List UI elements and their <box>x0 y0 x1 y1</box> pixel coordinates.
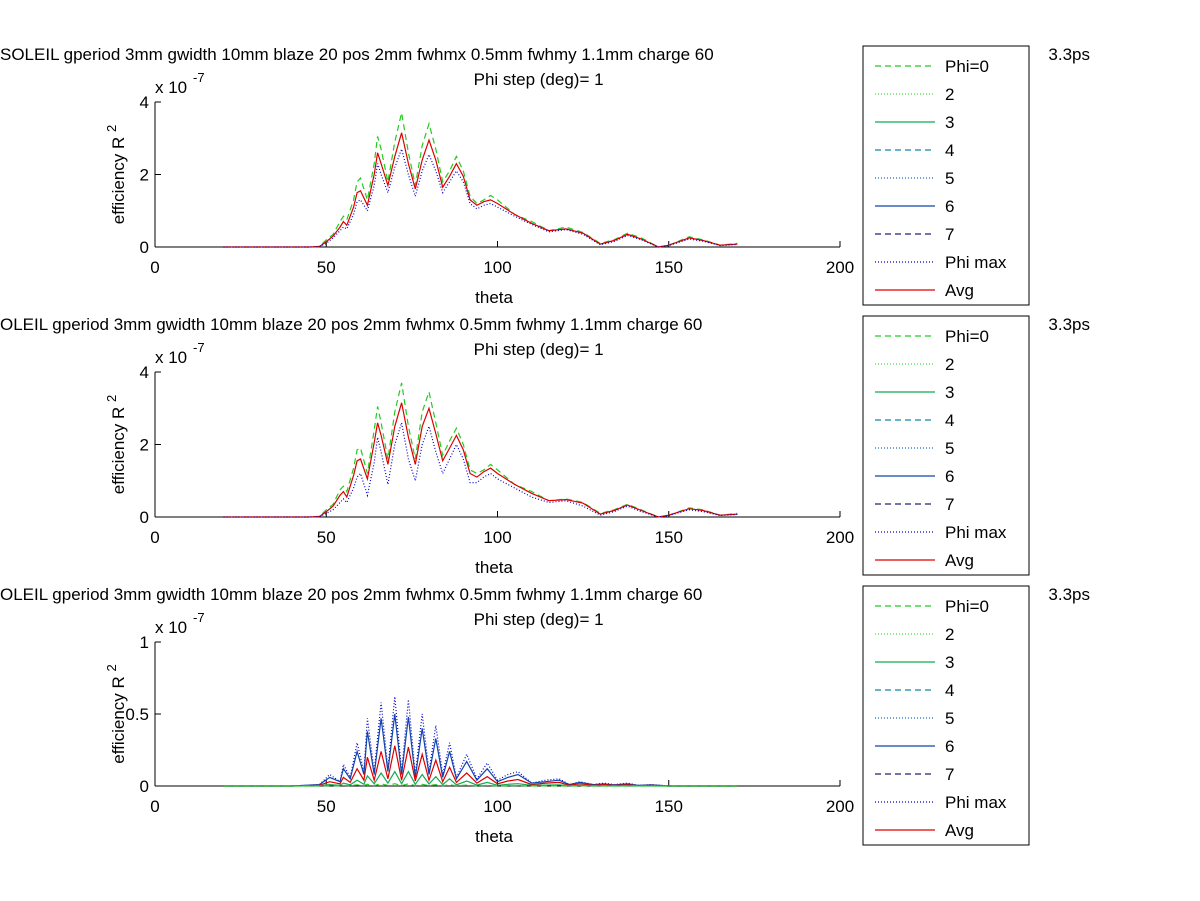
x-axis-label: theta <box>475 827 513 846</box>
series-line-phi-0 <box>223 112 738 248</box>
legend-label: 2 <box>945 85 954 104</box>
y-tick-label: 2 <box>140 436 149 455</box>
x-axis-label: theta <box>475 558 513 577</box>
x-tick-label: 150 <box>655 258 683 277</box>
x-axis-label: theta <box>475 288 513 307</box>
x-tick-label: 200 <box>826 528 854 547</box>
y-tick-label: 2 <box>140 166 149 185</box>
chart-title-tail: 3.3ps <box>1048 315 1090 334</box>
axis-multiplier: x 10 <box>155 78 187 97</box>
chart-subtitle: Phi step (deg)= 1 <box>474 610 604 629</box>
y-tick-label: 0.5 <box>125 705 149 724</box>
chart-panel-3: OLEIL gperiod 3mm gwidth 10mm blaze 20 p… <box>0 585 1090 846</box>
legend-label: 4 <box>945 681 954 700</box>
legend-label: 6 <box>945 197 954 216</box>
axis-multiplier-exponent: -7 <box>193 70 205 85</box>
y-tick-label: 0 <box>140 777 149 796</box>
legend-label: Avg <box>945 821 974 840</box>
chart-title-tail: 3.3ps <box>1048 585 1090 604</box>
x-tick-label: 100 <box>483 528 511 547</box>
y-tick-label: 0 <box>140 238 149 257</box>
series-line-6 <box>223 713 738 787</box>
x-tick-label: 0 <box>150 797 159 816</box>
x-tick-label: 0 <box>150 258 159 277</box>
y-axis-label: efficiency R 2 <box>104 125 128 225</box>
chart-title-tail: 3.3ps <box>1048 45 1090 64</box>
x-tick-label: 100 <box>483 797 511 816</box>
legend-label: 2 <box>945 625 954 644</box>
legend-label: 2 <box>945 355 954 374</box>
legend-label: 7 <box>945 495 954 514</box>
legend-label: 5 <box>945 169 954 188</box>
legend-label: Avg <box>945 281 974 300</box>
chart-title: OLEIL gperiod 3mm gwidth 10mm blaze 20 p… <box>0 315 702 334</box>
series-line-avg <box>223 745 738 787</box>
axis-multiplier-exponent: -7 <box>193 340 205 355</box>
legend-label: Phi=0 <box>945 57 989 76</box>
legend-label: 6 <box>945 737 954 756</box>
y-tick-label: 4 <box>140 363 149 382</box>
x-tick-label: 150 <box>655 797 683 816</box>
series-line-phi-max <box>223 696 738 787</box>
x-tick-label: 50 <box>317 258 336 277</box>
legend-label: 5 <box>945 709 954 728</box>
chart-title: OLEIL gperiod 3mm gwidth 10mm blaze 20 p… <box>0 585 702 604</box>
legend-label: 5 <box>945 439 954 458</box>
legend-label: Phi max <box>945 523 1007 542</box>
series-line-phi-max <box>223 422 738 518</box>
y-axis-label: efficiency R 2 <box>104 664 128 764</box>
axis-multiplier: x 10 <box>155 348 187 367</box>
legend-label: Phi max <box>945 253 1007 272</box>
legend-label: Phi=0 <box>945 327 989 346</box>
chart-panel-1: SOLEIL gperiod 3mm gwidth 10mm blaze 20 … <box>0 45 1090 307</box>
chart-title: SOLEIL gperiod 3mm gwidth 10mm blaze 20 … <box>0 45 714 64</box>
chart-subtitle: Phi step (deg)= 1 <box>474 70 604 89</box>
legend-label: Phi=0 <box>945 597 989 616</box>
series-line-phi-0 <box>223 382 738 518</box>
legend-label: 3 <box>945 113 954 132</box>
x-tick-label: 50 <box>317 528 336 547</box>
x-tick-label: 100 <box>483 258 511 277</box>
y-tick-label: 1 <box>140 633 149 652</box>
axis-multiplier-exponent: -7 <box>193 610 205 625</box>
legend-label: 3 <box>945 653 954 672</box>
series-line-avg <box>223 402 738 518</box>
legend-label: 3 <box>945 383 954 402</box>
x-tick-label: 200 <box>826 258 854 277</box>
x-tick-label: 200 <box>826 797 854 816</box>
legend-label: 7 <box>945 225 954 244</box>
legend-label: 4 <box>945 411 954 430</box>
legend-label: 4 <box>945 141 954 160</box>
y-axis-label: efficiency R 2 <box>104 395 128 495</box>
y-tick-label: 4 <box>140 93 149 112</box>
legend-label: 7 <box>945 765 954 784</box>
x-tick-label: 0 <box>150 528 159 547</box>
legend-label: Phi max <box>945 793 1007 812</box>
legend-label: 6 <box>945 467 954 486</box>
chart-panel-2: OLEIL gperiod 3mm gwidth 10mm blaze 20 p… <box>0 315 1090 577</box>
series-line-phi-max <box>223 147 738 248</box>
axis-multiplier: x 10 <box>155 618 187 637</box>
legend-label: Avg <box>945 551 974 570</box>
chart-subtitle: Phi step (deg)= 1 <box>474 340 604 359</box>
series-line-avg <box>223 132 738 248</box>
x-tick-label: 50 <box>317 797 336 816</box>
y-tick-label: 0 <box>140 508 149 527</box>
series-line-phi-0 <box>223 783 738 787</box>
x-tick-label: 150 <box>655 528 683 547</box>
